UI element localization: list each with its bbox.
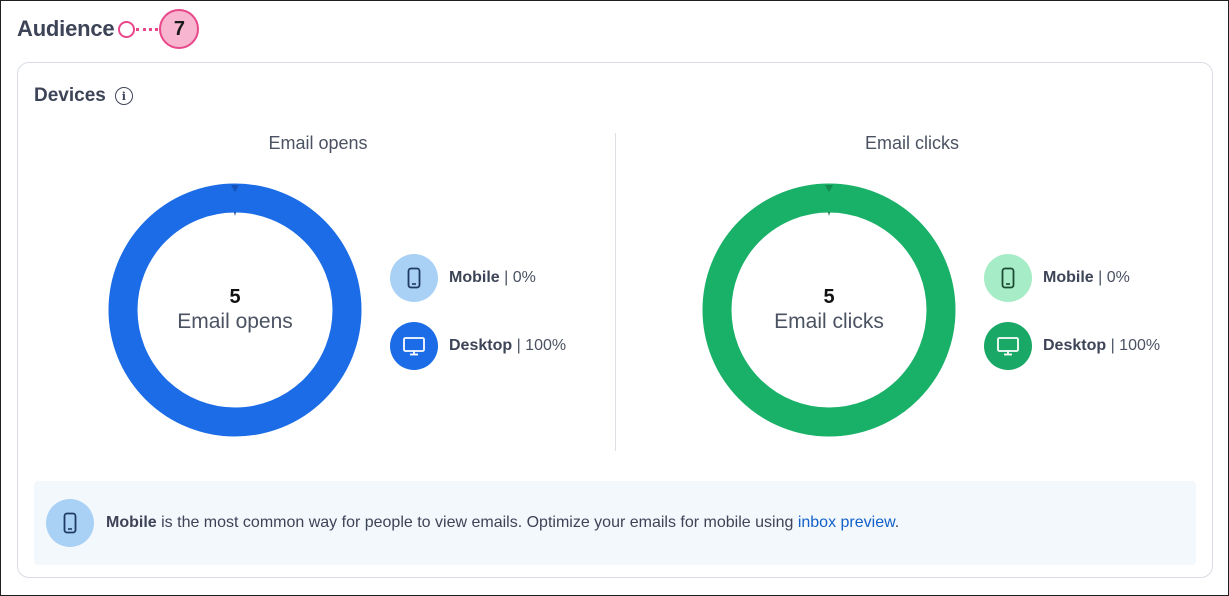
legend-desktop-value: | 100% [1110,337,1161,354]
tip-body: is the most common way for people to vie… [156,514,798,531]
legend-item-mobile: Mobile | 0% [390,254,566,302]
email-opens-desktop-slice [108,183,362,437]
legend-item-desktop: Desktop | 100% [984,322,1160,370]
mobile-phone-icon [984,254,1032,302]
legend-desktop-text: Desktop | 100% [449,337,566,355]
callout-number: 7 [159,9,200,49]
email-opens-title: Email opens [268,133,368,153]
legend-mobile-label: Mobile [449,269,500,286]
email-clicks-center-label: Email clicks [774,310,884,333]
email-opens-count: 5 [229,286,241,308]
email-clicks-donut[interactable] [702,183,956,437]
panel-divider [615,133,616,451]
desktop-monitor-icon [984,322,1032,370]
legend-mobile-text: Mobile | 0% [1043,269,1130,287]
email-opens-panel: Email opens 5 Email opens Mobile | 0% De… [98,63,658,463]
email-clicks-count: 5 [823,286,835,308]
legend-mobile-text: Mobile | 0% [449,269,536,287]
email-clicks-legend: Mobile | 0% Desktop | 100% [984,254,1160,390]
inbox-preview-link[interactable]: inbox preview [797,514,895,531]
tip-end: . [894,514,900,531]
email-clicks-desktop-slice [702,183,956,437]
devices-title: Devices [34,85,106,106]
email-clicks-title: Email clicks [864,133,959,153]
legend-desktop-value: | 100% [516,337,567,354]
email-opens-mobile-slice-tick [234,212,236,216]
legend-mobile-label: Mobile [1043,269,1094,286]
email-opens-center: 5 Email opens [108,285,362,335]
email-clicks-mobile-slice-marker [825,185,833,192]
email-opens-center-label: Email opens [177,310,293,333]
mobile-phone-icon [390,254,438,302]
legend-item-mobile: Mobile | 0% [984,254,1160,302]
email-clicks-mobile-slice-tick [828,212,830,216]
email-opens-donut[interactable] [108,183,362,437]
info-icon[interactable]: i [114,87,133,105]
callout-connector [136,27,159,31]
legend-mobile-value: | 0% [504,269,536,286]
legend-desktop-text: Desktop | 100% [1043,337,1160,355]
mobile-tip-banner: Mobile is the most common way for people… [34,481,1196,565]
tip-text: Mobile is the most common way for people… [106,514,899,532]
devices-card: Devices i Email opens 5 Email opens Mobi… [17,62,1213,578]
callout-ring [118,20,136,38]
legend-desktop-label: Desktop [1043,337,1107,354]
page-header: Audience 7 [17,9,200,49]
mobile-phone-icon [46,499,94,547]
legend-desktop-label: Desktop [449,337,513,354]
desktop-monitor-icon [390,322,438,370]
page-title: Audience [17,16,115,41]
tip-bold: Mobile [106,514,157,531]
annotation-callout: 7 [118,9,200,49]
email-clicks-center: 5 Email clicks [702,285,956,335]
legend-item-desktop: Desktop | 100% [390,322,566,370]
email-opens-mobile-slice-marker [231,185,239,192]
email-opens-legend: Mobile | 0% Desktop | 100% [390,254,566,390]
devices-header: Devices i [34,85,133,107]
legend-mobile-value: | 0% [1098,269,1130,286]
email-clicks-panel: Email clicks 5 Email clicks Mobile | 0% … [692,63,1229,463]
